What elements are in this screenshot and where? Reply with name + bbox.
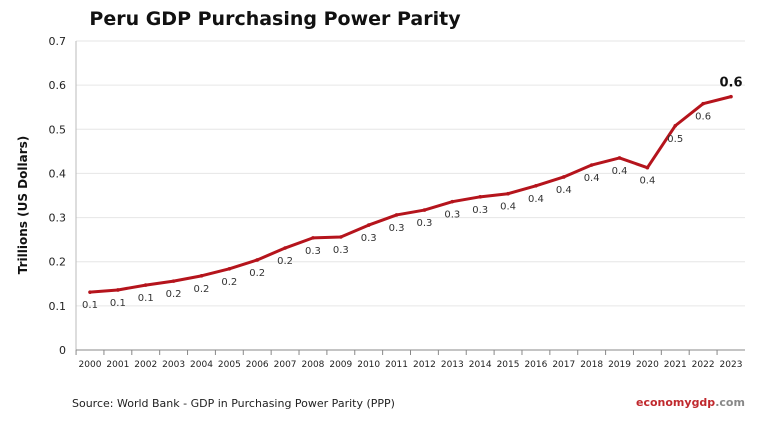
x-tick-label: 2005	[218, 360, 241, 370]
data-label: 0.4	[639, 176, 655, 187]
data-label: 0.1	[138, 293, 154, 304]
data-label: 0.2	[166, 289, 182, 300]
data-label: 0.6	[719, 76, 742, 91]
x-tick-label: 2011	[385, 360, 408, 370]
logo: economygdp.com	[636, 396, 745, 409]
x-tick-label: 2018	[580, 360, 603, 370]
y-tick-label: 0.6	[49, 79, 67, 92]
data-label: 0.2	[194, 284, 210, 295]
data-label: 0.4	[612, 166, 628, 177]
x-tick-label: 2010	[357, 360, 380, 370]
data-point	[227, 266, 232, 271]
data-point	[199, 274, 204, 278]
data-point	[88, 290, 92, 294]
data-label: 0.1	[82, 300, 98, 311]
x-tick-label: 2008	[302, 360, 325, 370]
x-tick-label: 2006	[246, 360, 269, 370]
data-point	[311, 236, 315, 240]
x-tick-label: 2000	[79, 360, 102, 370]
data-point	[561, 175, 566, 179]
x-tick-label: 2023	[720, 360, 743, 370]
data-label: 0.3	[444, 210, 460, 221]
x-tick-label: 2016	[524, 360, 547, 370]
x-tick-label: 2017	[552, 360, 575, 370]
data-point	[366, 223, 371, 227]
data-label: 0.3	[361, 233, 377, 244]
data-point	[339, 235, 343, 239]
x-tick-label: 2019	[608, 360, 631, 370]
data-label: 0.4	[500, 202, 516, 213]
data-point	[478, 195, 482, 199]
data-label: 0.3	[389, 223, 405, 234]
data-label: 0.2	[249, 268, 265, 279]
data-label: 0.4	[556, 185, 572, 196]
data-point	[394, 213, 399, 217]
y-tick-label: 0.4	[49, 167, 67, 180]
data-label: 0.2	[277, 256, 293, 267]
data-point	[617, 156, 622, 160]
data-point	[450, 199, 455, 204]
x-tick-label: 2009	[329, 360, 352, 370]
x-tick-label: 2013	[441, 360, 464, 370]
data-label: 0.6	[695, 112, 711, 123]
data-label: 0.4	[528, 194, 544, 205]
x-tick-label: 2015	[497, 360, 520, 370]
source-note: Source: World Bank - GDP in Purchasing P…	[72, 397, 395, 410]
data-point	[255, 258, 260, 262]
data-point	[283, 246, 287, 250]
x-tick-label: 2020	[636, 360, 659, 370]
x-tick-label: 2002	[134, 360, 157, 370]
data-point	[116, 288, 120, 292]
data-label: 0.1	[110, 298, 126, 309]
data-label: 0.5	[667, 134, 683, 145]
data-label: 0.3	[305, 246, 321, 257]
data-point	[171, 279, 176, 283]
data-point	[729, 94, 733, 99]
y-tick-label: 0.2	[49, 256, 67, 269]
data-point	[422, 208, 427, 212]
data-point	[589, 163, 594, 167]
data-label: 0.2	[221, 277, 237, 288]
data-label: 0.3	[333, 245, 349, 256]
y-tick-label: 0.3	[49, 212, 67, 225]
x-tick-label: 2021	[664, 360, 687, 370]
data-point	[143, 283, 148, 287]
y-tick-label: 0.1	[49, 300, 67, 313]
x-tick-label: 2001	[106, 360, 129, 370]
data-point	[701, 101, 705, 106]
y-tick-label: 0.7	[49, 35, 67, 48]
x-tick-label: 2004	[190, 360, 213, 370]
y-axis-label: Trillions (US Dollars)	[16, 136, 30, 274]
series-line	[89, 95, 732, 294]
chart-title: Peru GDP Purchasing Power Parity	[89, 8, 461, 30]
data-point	[506, 191, 510, 196]
x-tick-label: 2007	[274, 360, 297, 370]
x-tick-label: 2022	[692, 360, 715, 370]
y-tick-label: 0.5	[49, 123, 67, 136]
y-tick-label: 0	[59, 344, 66, 357]
data-point	[673, 123, 678, 128]
x-tick-label: 2014	[469, 360, 492, 370]
data-label: 0.3	[416, 218, 432, 229]
x-tick-label: 2003	[162, 360, 185, 370]
data-label: 0.3	[472, 205, 488, 216]
data-label: 0.4	[584, 173, 600, 184]
data-point	[534, 183, 538, 188]
data-point	[645, 165, 650, 170]
x-tick-label: 2012	[413, 360, 436, 370]
